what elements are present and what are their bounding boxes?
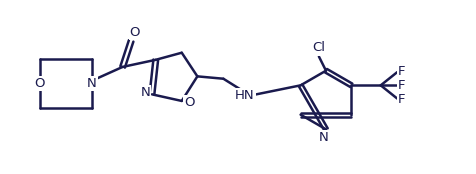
Text: F: F (397, 79, 405, 92)
Text: N: N (87, 77, 97, 90)
Text: F: F (397, 93, 405, 106)
Text: HN: HN (234, 89, 254, 102)
Text: F: F (397, 65, 405, 78)
Text: N: N (140, 86, 150, 99)
Text: Cl: Cl (312, 41, 325, 54)
Text: O: O (184, 96, 195, 109)
Text: O: O (129, 26, 140, 39)
Text: N: N (318, 131, 328, 144)
Text: O: O (35, 77, 45, 90)
